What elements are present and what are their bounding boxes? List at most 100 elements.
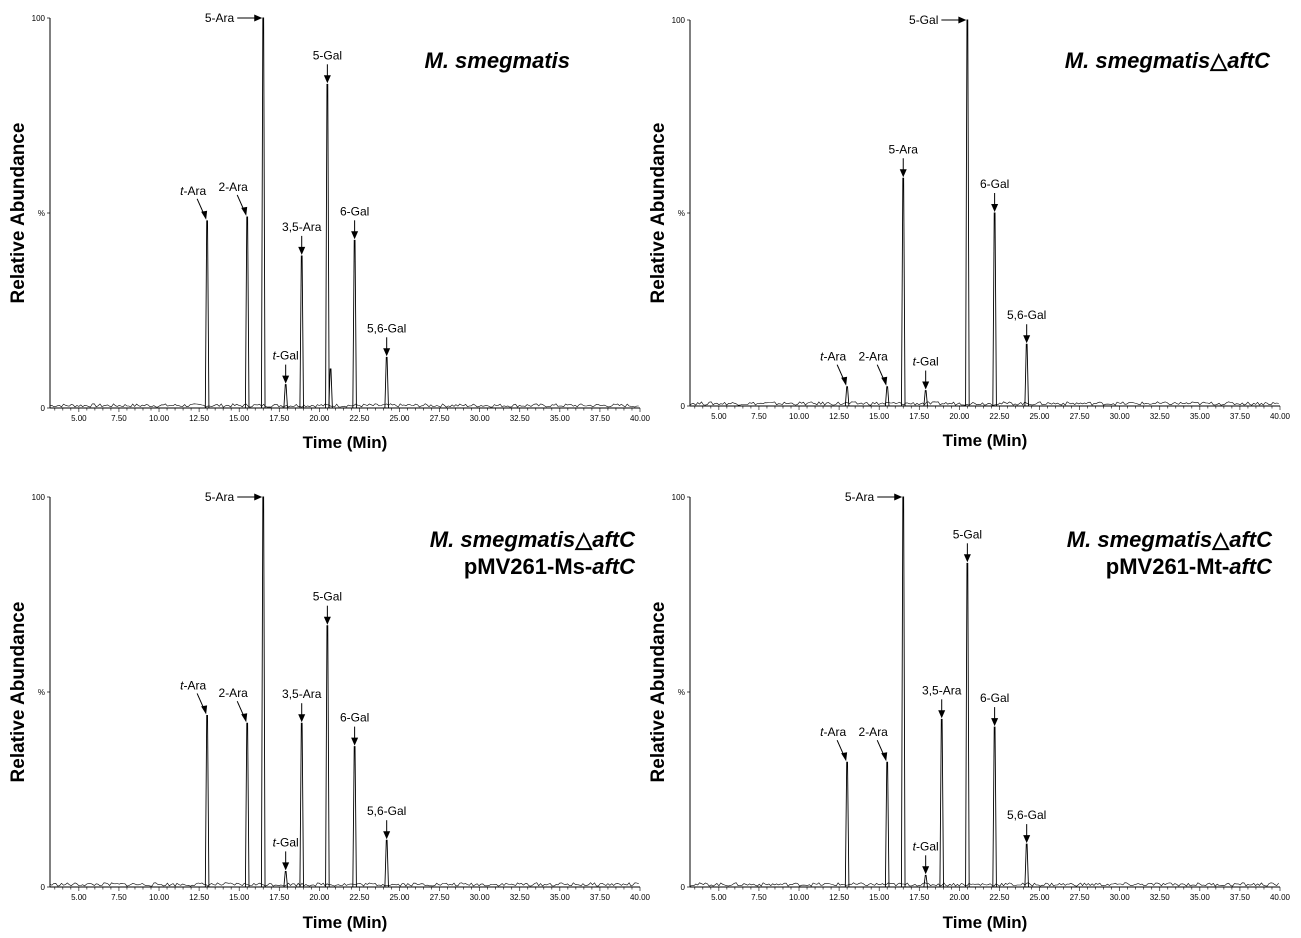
panel2-x-tick-label: 32.50 [1150,412,1171,421]
panel2-peak-label: 5-Gal [909,13,938,27]
panel2-peak-label: 2-Ara [859,350,889,364]
panel4-peak-annotation: 3,5-Ara [922,683,962,719]
panel1-y-axis-label: Relative Abundance [8,123,29,304]
panel2-x-tick-label: 20.00 [949,412,970,421]
panel3-annotation-arrowhead [241,713,248,723]
panel3-peak [325,625,330,888]
panel1-peak-label: 3,5-Ara [282,220,322,234]
panel2-x-tick-label: 17.50 [909,412,930,421]
panel3-peak [204,714,210,888]
panel1-x-tick-label: 25.00 [389,414,410,423]
panel4-annotation-arrowhead [881,752,888,762]
panel2-peak [965,19,970,407]
panel2-peak-annotation: 6-Gal [980,177,1009,212]
panel3-peak-annotation: t-Gal [273,835,299,871]
panel2-chart: 5.00 7.50 10.00 12.50 15.00 17.50 20.00 22.50 25… [648,13,1291,450]
panel4-x-tick-label: 5.00 [711,893,727,902]
panel4-annotation-arrowhead [841,752,848,762]
panel1-peak [299,255,304,409]
panel1-peak-label: 5-Ara [205,11,235,25]
panel1-peak [244,216,250,409]
panel3-peak [283,870,288,888]
panel4-y-tick-label: 0 [681,883,686,892]
panel3-title: pMV261-Ms-aftC [464,554,636,579]
panel1-peak-label: 5,6-Gal [367,321,406,335]
panel2-y-axis-label: Relative Abundance [648,123,669,304]
panel4-peak-label: t-Ara [820,725,846,739]
panel3-peak [260,496,266,888]
panel4-annotation-arrowhead [991,718,999,727]
panel4-peak [900,496,906,888]
panel1-peak [384,356,389,409]
panel3-peak-annotation: 5-Ara [205,490,263,504]
panel1-peak-label: 6-Gal [340,204,369,218]
panel4-peak-label: 5-Gal [953,527,982,541]
panel1-x-tick-label: 7.50 [111,414,127,423]
panel3-x-tick-label: 30.00 [470,893,491,902]
panel4-title: pMV261-Mt-aftC [1106,554,1273,579]
panel1-annotation-arrowhead [383,348,391,357]
panel3-y-axis-label: Relative Abundance [8,602,29,783]
panel1-peak-label: 5-Gal [313,48,342,62]
panel1-peak [325,83,330,409]
panel4-x-tick-label: 30.00 [1110,893,1131,902]
panel3-peak-annotation: 3,5-Ara [282,687,322,723]
panel4-y-tick-label: % [678,688,685,697]
panel4-annotation-arrowhead [922,866,930,875]
panel4-peak-label: 3,5-Ara [922,683,962,697]
panel3-x-tick-label: 25.00 [389,893,410,902]
panel4-baseline-trace [689,882,1279,887]
panel4-x-tick-label: 37.50 [1230,893,1251,902]
panel4-x-tick-label: 7.50 [751,893,767,902]
panel4-peak [965,562,970,888]
panel4-peak-annotation: 5-Gal [953,527,982,563]
panel3-x-tick-label: 37.50 [590,893,611,902]
panel2-peak-label: 5-Ara [889,142,919,156]
panel3-peak-label: 5,6-Gal [367,804,406,818]
panel1-annotation-arrowhead [298,246,306,255]
panel4-x-tick-label: 40.00 [1270,893,1291,902]
panel1-annotation-arrowhead [351,231,359,240]
panel3-peak-annotation: t-Ara [180,678,208,715]
panel4-peak-annotation: 6-Gal [980,691,1009,727]
panel2-peak-annotation: 5-Ara [889,142,919,178]
panel3-peak-label: 3,5-Ara [282,687,322,701]
panel2-y-tick-label: % [678,209,685,218]
panel4-peak [992,726,997,888]
panel3-peak-label: t-Ara [180,678,206,692]
panel1-peak [283,384,288,409]
panel2-x-minor-ticks [694,406,1281,410]
panel1-peak [352,239,357,409]
panel3-y-tick-label: 0 [41,883,46,892]
panel3-title: M. smegmatis△aftC [430,527,636,552]
panel2-annotation-arrowhead [881,376,888,386]
panel3-annotation-arrowhead [351,737,359,746]
panel3-x-axis-label: Time (Min) [303,913,388,932]
panel2-title: M. smegmatis△aftC [1065,48,1271,73]
panel3-peak-label: 6-Gal [340,711,369,725]
panel4-x-tick-label: 15.00 [869,893,890,902]
panel1-x-tick-label: 22.50 [349,414,370,423]
panel1-x-tick-label: 35.00 [550,414,571,423]
panel1-chart: 5.00 7.50 10.00 12.50 15.00 17.50 20.00 22.50 25… [8,11,651,452]
panel2-x-tick-label: 37.50 [1230,412,1251,421]
panel4-peak-annotation: t-Ara [820,725,848,762]
panel2-peak-annotation: t-Ara [820,350,848,386]
panel1-peak-annotation: 2-Ara [219,180,248,216]
panel4-x-tick-label: 22.50 [989,893,1010,902]
panel1-annotation-arrowhead [201,210,208,220]
panel4-peak [844,761,850,888]
panel3-annotation-arrowhead [323,616,331,625]
panel3-annotation-arrowhead [383,831,391,840]
panel4-x-tick-label: 20.00 [949,893,970,902]
panel4-x-minor-ticks [694,887,1281,891]
panel1-annotation-arrowhead [282,375,290,384]
panel1-x-axis-label: Time (Min) [303,433,388,452]
panel1-y-tick-label: % [38,209,45,218]
panel4-peak-annotation: 5-Ara [845,490,903,504]
panel3-x-tick-label: 7.50 [111,893,127,902]
panel3-peak-label: t-Gal [273,835,299,849]
panel3-x-tick-label: 32.50 [510,893,531,902]
panel2-x-tick-label: 22.50 [989,412,1010,421]
panel2-annotation-arrowhead [958,16,967,24]
